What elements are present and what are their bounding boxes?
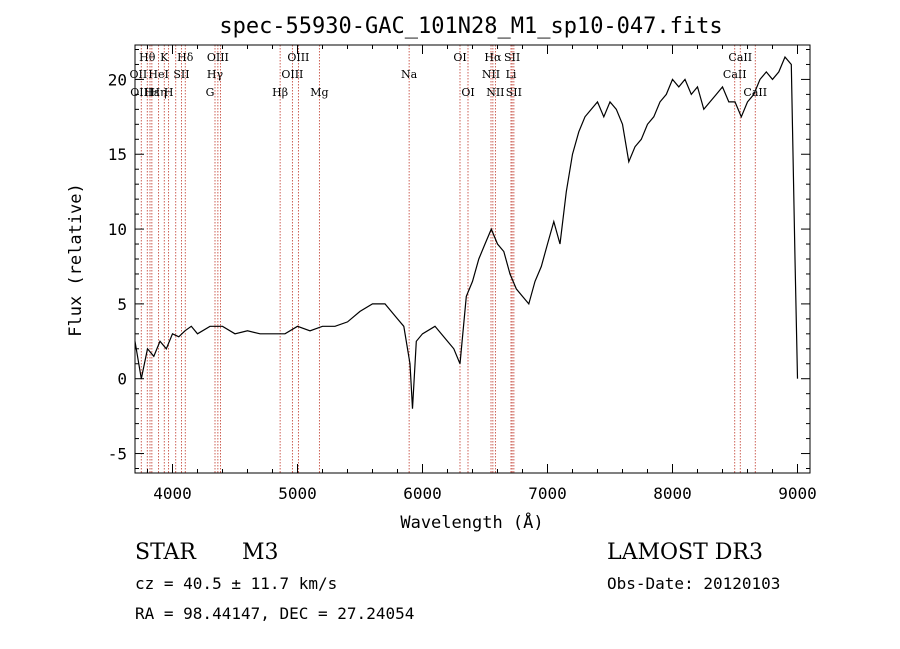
marker-label: H: [164, 86, 174, 99]
marker-label: CaII: [743, 86, 767, 99]
marker-label: Hα: [484, 51, 502, 64]
spectrum-line: [134, 55, 799, 409]
marker-label: SII: [173, 68, 189, 81]
y-tick-label: 15: [108, 145, 127, 164]
marker-label: Hθ: [139, 51, 156, 64]
x-axis-label: Wavelength (Å): [400, 511, 543, 533]
y-axis-label: Flux (relative): [66, 183, 86, 337]
y-tick-label: 20: [108, 70, 127, 89]
marker-label: Mg: [310, 86, 328, 99]
marker-label: Hγ: [207, 68, 224, 81]
x-tick-label: 8000: [653, 484, 692, 503]
x-axis: 4000 5000 6000 7000 8000 9000: [147, 45, 817, 503]
marker-label: OIII: [287, 51, 309, 64]
x-tick-label: 6000: [403, 484, 442, 503]
y-tick-label: -5: [108, 445, 127, 464]
chart-title: spec-55930-GAC_101N28_M1_sp10-047.fits: [219, 14, 722, 39]
survey-name: LAMOST DR3: [607, 540, 763, 565]
marker-label: OIII: [130, 86, 152, 99]
marker-label: OI: [453, 51, 466, 64]
marker-label: OIII: [281, 68, 303, 81]
marker-label: G: [206, 86, 215, 99]
coordinates: RA = 98.44147, DEC = 27.24054: [135, 604, 415, 623]
object-type: STAR: [135, 540, 196, 565]
y-tick-label: 0: [117, 370, 127, 389]
marker-label: NII: [486, 86, 504, 99]
x-tick-label: 5000: [278, 484, 317, 503]
plot-frame: [134, 44, 811, 474]
y-axis: -5 0 5 10 15 20: [108, 48, 810, 470]
marker-label: Hβ: [272, 86, 288, 99]
marker-label: K: [160, 51, 169, 64]
marker-label: Hδ: [177, 51, 194, 64]
y-tick-label: 5: [117, 295, 127, 314]
spectral-subclass: M3: [242, 540, 279, 565]
marker-label: OIII: [207, 51, 229, 64]
marker-label: Na: [401, 68, 418, 81]
marker-label: CaII: [723, 68, 747, 81]
marker-lines: [140, 45, 756, 473]
marker-label: OII: [130, 68, 148, 81]
x-tick-label: 7000: [528, 484, 567, 503]
marker-label: Hε: [144, 86, 160, 99]
marker-label: CaII: [728, 51, 752, 64]
redshift-value: cz = 40.5 ± 11.7 km/s: [135, 574, 338, 593]
marker-label: SII: [506, 86, 522, 99]
observation-date: Obs-Date: 20120103: [607, 574, 781, 593]
y-tick-label: 10: [108, 220, 127, 239]
marker-label: HeI: [148, 68, 168, 81]
marker-label: SII: [504, 51, 520, 64]
x-tick-label: 9000: [778, 484, 817, 503]
x-tick-label: 4000: [153, 484, 192, 503]
marker-label: Li: [506, 68, 517, 81]
marker-label: OI: [461, 86, 474, 99]
marker-label: NII: [482, 68, 500, 81]
marker-label: Hη: [151, 86, 167, 99]
